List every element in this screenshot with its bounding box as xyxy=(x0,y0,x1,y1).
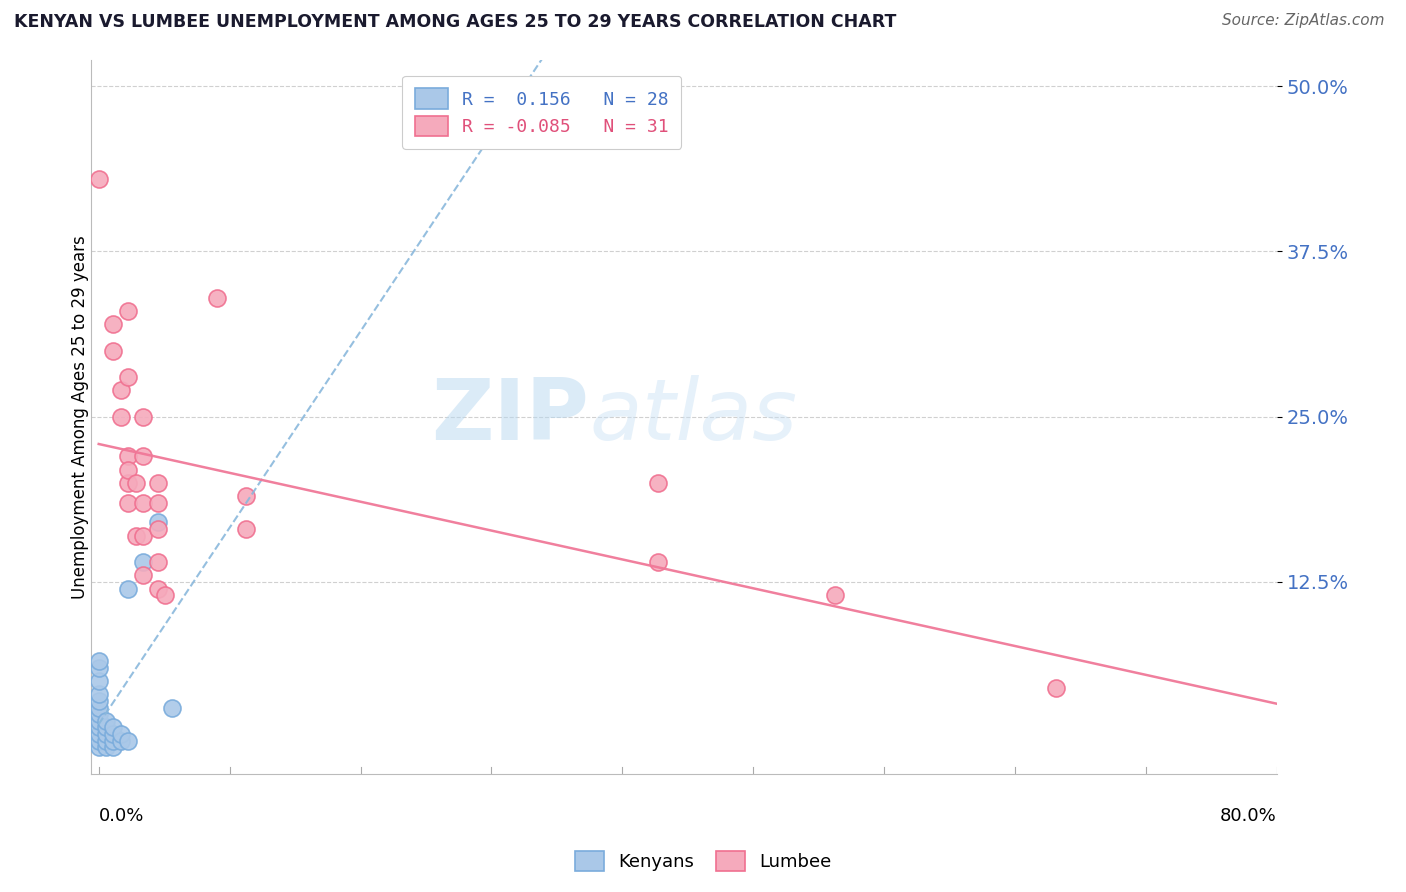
Point xyxy=(132,495,155,509)
Point xyxy=(117,450,139,464)
Point xyxy=(103,727,125,741)
Point xyxy=(87,171,110,186)
Point xyxy=(124,529,146,543)
Point xyxy=(117,475,139,490)
Point xyxy=(124,475,146,490)
Point xyxy=(132,529,155,543)
Point xyxy=(87,694,110,708)
Point xyxy=(146,475,169,490)
Point xyxy=(87,720,110,734)
Point xyxy=(146,522,169,536)
Point xyxy=(94,720,117,734)
Point xyxy=(647,555,669,569)
Point xyxy=(117,495,139,509)
Text: 80.0%: 80.0% xyxy=(1220,806,1277,825)
Point xyxy=(87,700,110,714)
Point xyxy=(103,733,125,747)
Point xyxy=(132,568,155,582)
Point xyxy=(103,740,125,755)
Point xyxy=(162,700,184,714)
Point xyxy=(87,733,110,747)
Text: 0.0%: 0.0% xyxy=(98,806,143,825)
Text: ZIP: ZIP xyxy=(432,376,589,458)
Point xyxy=(87,661,110,675)
Point xyxy=(94,714,117,728)
Point xyxy=(117,733,139,747)
Point xyxy=(87,654,110,668)
Point xyxy=(87,674,110,689)
Legend: R =  0.156   N = 28, R = -0.085   N = 31: R = 0.156 N = 28, R = -0.085 N = 31 xyxy=(402,76,682,149)
Point xyxy=(117,303,139,318)
Point xyxy=(87,707,110,722)
Point xyxy=(94,740,117,755)
Point xyxy=(146,516,169,530)
Point xyxy=(87,740,110,755)
Point xyxy=(824,588,846,602)
Point xyxy=(146,555,169,569)
Point xyxy=(103,317,125,331)
Point xyxy=(117,582,139,596)
Y-axis label: Unemployment Among Ages 25 to 29 years: Unemployment Among Ages 25 to 29 years xyxy=(72,235,89,599)
Point xyxy=(94,727,117,741)
Point xyxy=(103,720,125,734)
Point xyxy=(110,383,132,397)
Point xyxy=(110,409,132,424)
Point xyxy=(235,489,257,503)
Text: KENYAN VS LUMBEE UNEMPLOYMENT AMONG AGES 25 TO 29 YEARS CORRELATION CHART: KENYAN VS LUMBEE UNEMPLOYMENT AMONG AGES… xyxy=(14,13,897,31)
Point xyxy=(87,714,110,728)
Point xyxy=(87,687,110,701)
Point xyxy=(132,409,155,424)
Point xyxy=(647,475,669,490)
Point xyxy=(235,522,257,536)
Text: atlas: atlas xyxy=(589,376,797,458)
Point xyxy=(94,733,117,747)
Text: Source: ZipAtlas.com: Source: ZipAtlas.com xyxy=(1222,13,1385,29)
Point xyxy=(146,582,169,596)
Point xyxy=(117,462,139,476)
Point xyxy=(146,495,169,509)
Point xyxy=(110,727,132,741)
Point xyxy=(103,343,125,358)
Point xyxy=(132,450,155,464)
Point xyxy=(117,370,139,384)
Point xyxy=(132,555,155,569)
Point xyxy=(205,291,228,305)
Point xyxy=(110,733,132,747)
Point xyxy=(87,727,110,741)
Point xyxy=(153,588,176,602)
Point xyxy=(1045,681,1067,695)
Legend: Kenyans, Lumbee: Kenyans, Lumbee xyxy=(568,844,838,879)
